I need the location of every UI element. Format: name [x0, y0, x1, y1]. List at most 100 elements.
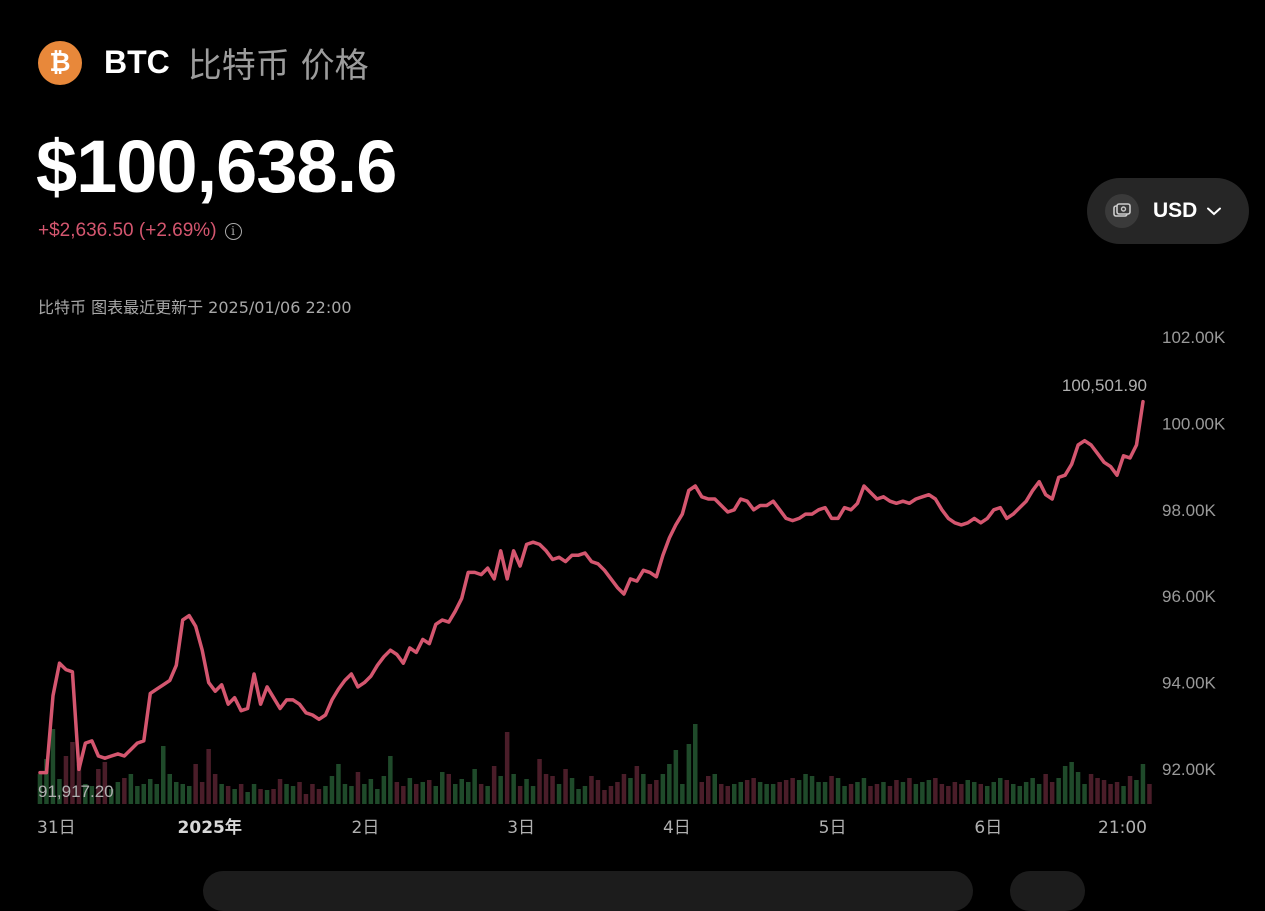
volume-bar	[50, 729, 56, 804]
current-price: $100,638.6	[36, 125, 397, 208]
volume-bar	[1114, 782, 1120, 804]
volume-bar	[375, 789, 380, 804]
volume-bar	[998, 778, 1003, 804]
volume-bar	[595, 780, 601, 804]
bitcoin-icon: ₿	[38, 40, 82, 85]
volume-bar	[887, 786, 893, 804]
volume-bar	[310, 784, 315, 804]
chart-type-toggle[interactable]	[1010, 871, 1085, 911]
volume-bar	[1088, 774, 1094, 804]
volume-bar	[180, 784, 185, 804]
volume-bar	[816, 782, 821, 804]
volume-bar	[751, 778, 756, 804]
max-price-label: 100,501.90	[1062, 376, 1147, 395]
volume-bar	[498, 776, 503, 804]
price-chart[interactable]: 102.00K 100.00K 98.00K 96.00K 94.00K 92.00K 3…	[0, 0, 1265, 883]
volume-bar	[504, 732, 510, 804]
volume-bar	[712, 774, 717, 804]
volume-bar	[433, 786, 438, 804]
y-tick-label: 92.00K	[1162, 760, 1217, 779]
coin-header: ₿ BTC 比特币 价格	[38, 38, 369, 87]
volume-bar	[991, 782, 996, 804]
volume-bar	[757, 782, 763, 804]
y-tick-label: 98.00K	[1162, 501, 1217, 520]
x-tick-label: 3日	[507, 818, 535, 838]
price-line	[38, 399, 1145, 775]
volume-bar	[913, 784, 919, 804]
volume-bar	[1030, 778, 1035, 804]
volume-bar	[284, 784, 289, 804]
volume-bar	[563, 769, 568, 804]
y-tick-label: 96.00K	[1162, 587, 1217, 606]
volume-bar	[57, 779, 62, 804]
volume-bar	[667, 764, 672, 804]
x-tick-label: 5日	[819, 818, 847, 838]
volume-bar	[206, 749, 211, 804]
volume-bar	[1140, 764, 1146, 804]
volume-bar	[44, 759, 49, 804]
volume-bar	[965, 780, 970, 804]
volume-bar	[323, 786, 328, 804]
volume-bar	[725, 786, 730, 804]
volume-bar	[141, 784, 146, 804]
volume-bar	[83, 784, 88, 804]
volume-bar	[796, 780, 802, 804]
volume-bar	[1004, 780, 1009, 804]
volume-bar	[258, 789, 263, 804]
volume-bar	[154, 784, 159, 804]
volume-bar	[459, 779, 464, 804]
volume-bar	[1108, 784, 1113, 804]
volume-bar	[1056, 778, 1061, 804]
volume-bar	[37, 774, 43, 804]
volume-bar	[770, 784, 776, 804]
volume-bar	[660, 774, 666, 804]
currency-selector-button[interactable]: USD	[1087, 178, 1249, 244]
volume-bar	[264, 790, 270, 804]
volume-bar	[783, 780, 789, 804]
volume-bar	[167, 774, 172, 804]
volume-bar	[96, 769, 101, 804]
volume-bar	[1023, 782, 1029, 804]
volume-bar	[615, 782, 620, 804]
volume-bar	[128, 774, 134, 804]
volume-bar	[368, 779, 374, 804]
x-tick-label: 21:00	[1098, 818, 1147, 838]
volume-bar	[861, 778, 867, 804]
y-tick-label: 102.00K	[1162, 328, 1226, 347]
volume-bar	[946, 786, 951, 804]
volume-bar	[809, 776, 815, 804]
volume-bar	[427, 780, 432, 804]
x-tick-label: 4日	[663, 818, 691, 838]
min-price-label: 91,917.20	[38, 782, 114, 801]
volume-bar	[277, 779, 283, 804]
range-selector-bar[interactable]	[203, 871, 973, 911]
volume-bar	[1082, 784, 1087, 804]
volume-bar	[1127, 776, 1133, 804]
chart-updated-text: 比特币 图表最近更新于 2025/01/06 22:00	[38, 298, 352, 317]
volume-bar	[1121, 786, 1126, 804]
volume-bar	[148, 779, 153, 804]
volume-bar	[524, 779, 529, 804]
volume-bar	[219, 784, 224, 804]
volume-bar	[362, 784, 367, 804]
volume-bar	[342, 784, 348, 804]
volume-bar	[848, 784, 854, 804]
coin-ticker: BTC	[104, 44, 170, 80]
volume-bar	[303, 794, 309, 804]
volume-bar	[699, 782, 704, 804]
volume-bar	[654, 780, 659, 804]
volume-bar	[706, 776, 711, 804]
info-icon[interactable]: i	[224, 222, 242, 240]
volume-bar	[894, 780, 899, 804]
volume-bar	[89, 786, 95, 804]
volume-bar	[414, 784, 419, 804]
volume-bar	[1043, 774, 1048, 804]
volume-bar	[530, 786, 536, 804]
volume-bar	[1101, 780, 1107, 804]
volume-bar	[537, 759, 542, 804]
price-change: +$2,636.50 (+2.69%) i	[38, 220, 242, 242]
volume-bar	[199, 782, 205, 804]
volume-bar	[926, 780, 932, 804]
volume-bar	[829, 776, 834, 804]
volume-bar	[602, 790, 607, 804]
